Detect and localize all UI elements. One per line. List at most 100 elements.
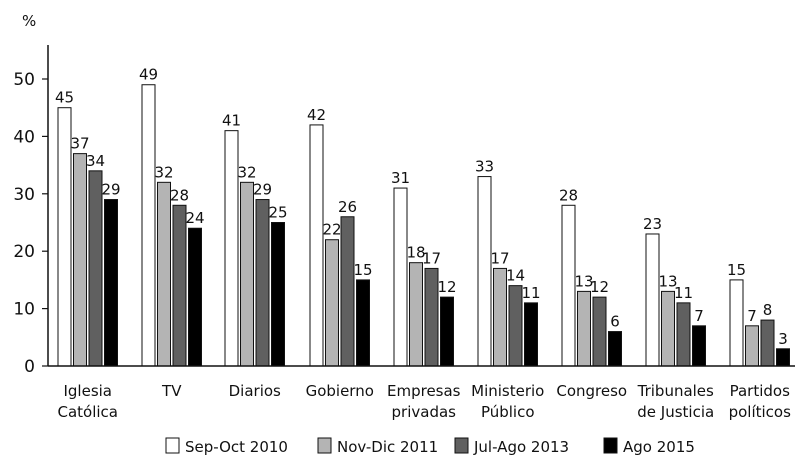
legend-swatch — [454, 437, 469, 454]
legend-label: Nov-Dic 2011 — [337, 438, 438, 456]
data-label: 17 — [422, 249, 441, 267]
bar — [729, 279, 744, 367]
data-label: 41 — [222, 112, 241, 130]
bars — [57, 84, 790, 367]
bar — [661, 290, 675, 367]
data-label: 6 — [610, 313, 620, 331]
legend-swatch — [603, 437, 618, 454]
legend-swatch — [165, 437, 180, 454]
bar — [393, 187, 408, 367]
data-label: 29 — [253, 181, 272, 199]
data-label: 14 — [506, 267, 525, 285]
data-label: 22 — [322, 221, 341, 239]
legend-label: Jul-Ago 2013 — [473, 438, 569, 456]
bar — [424, 267, 439, 367]
y-tick-label: 10 — [13, 300, 35, 320]
data-label: 29 — [101, 181, 120, 199]
bar — [73, 153, 87, 367]
bar — [477, 176, 492, 367]
data-label: 13 — [658, 272, 677, 290]
legend-label: Ago 2015 — [623, 438, 695, 456]
y-tick-label: 20 — [13, 242, 35, 262]
data-label: 32 — [237, 163, 256, 181]
category-label: Iglesia — [63, 382, 112, 400]
bar — [356, 279, 370, 367]
bar — [760, 319, 775, 367]
data-label: 18 — [406, 244, 425, 262]
bar — [57, 107, 72, 367]
category-label: Tribunales — [637, 382, 714, 400]
category-label: políticos — [729, 403, 792, 421]
data-label: 17 — [490, 249, 509, 267]
data-label: 12 — [590, 278, 609, 296]
category-label: Católica — [58, 403, 119, 421]
data-label: 15 — [353, 261, 372, 279]
bar — [325, 239, 339, 367]
data-label: 12 — [437, 278, 456, 296]
bar — [271, 222, 285, 367]
bar — [88, 170, 103, 367]
bar — [157, 181, 171, 367]
category-label: Empresas — [387, 382, 461, 400]
data-label: 28 — [559, 186, 578, 204]
data-label: 25 — [268, 204, 287, 222]
bar — [409, 262, 423, 367]
data-label: 42 — [307, 106, 326, 124]
category-label: Partidos — [730, 382, 790, 400]
data-label: 45 — [55, 89, 74, 107]
category-label: Ministerio — [471, 382, 544, 400]
data-label: 24 — [185, 209, 204, 227]
bar — [440, 296, 454, 367]
bar — [692, 325, 706, 367]
bar — [104, 199, 118, 367]
data-label: 7 — [747, 307, 757, 325]
y-tick-label: 0 — [24, 357, 35, 377]
bar — [340, 216, 355, 367]
data-label: 32 — [154, 163, 173, 181]
bar — [745, 325, 759, 367]
bar — [776, 348, 790, 367]
y-axis-ticks: 0 10 20 30 40 50 — [13, 70, 48, 377]
category-label: Gobierno — [306, 382, 374, 400]
bar — [255, 199, 270, 367]
bar — [508, 285, 523, 367]
legend: Sep-Oct 2010 Nov-Dic 2011 Jul-Ago 2013 Ago … — [165, 437, 695, 456]
data-label: 26 — [338, 198, 357, 216]
category-label: Congreso — [556, 382, 627, 400]
category-label: TV — [161, 382, 182, 400]
category-label: de Justicia — [637, 403, 714, 421]
y-tick-label: 30 — [13, 185, 35, 205]
data-label: 11 — [674, 284, 693, 302]
data-label: 3 — [778, 330, 788, 348]
bar — [188, 227, 202, 367]
category-label: privadas — [392, 403, 457, 421]
data-label: 13 — [574, 272, 593, 290]
y-tick-label: 40 — [13, 127, 35, 147]
data-label: 34 — [86, 152, 105, 170]
category-label: Diarios — [229, 382, 281, 400]
data-label: 31 — [391, 169, 410, 187]
bar — [608, 331, 622, 367]
bar — [141, 84, 156, 367]
y-tick-label: 50 — [13, 70, 35, 90]
y-axis-unit-label: % — [22, 12, 36, 30]
bar — [493, 267, 507, 367]
data-label: 28 — [170, 186, 189, 204]
data-label: 37 — [70, 135, 89, 153]
bar — [561, 204, 576, 367]
legend-label: Sep-Oct 2010 — [185, 438, 288, 456]
data-label: 15 — [727, 261, 746, 279]
bar — [172, 204, 187, 367]
bar — [524, 302, 538, 367]
bar — [676, 302, 691, 367]
bar — [224, 130, 239, 367]
category-label: Público — [481, 403, 535, 421]
bar — [592, 296, 607, 367]
bar — [645, 233, 660, 367]
data-labels: 4537342949322824413229254222261531181712… — [55, 66, 788, 348]
data-label: 49 — [139, 66, 158, 84]
data-label: 7 — [694, 307, 704, 325]
data-label: 11 — [521, 284, 540, 302]
legend-swatch — [317, 437, 332, 454]
